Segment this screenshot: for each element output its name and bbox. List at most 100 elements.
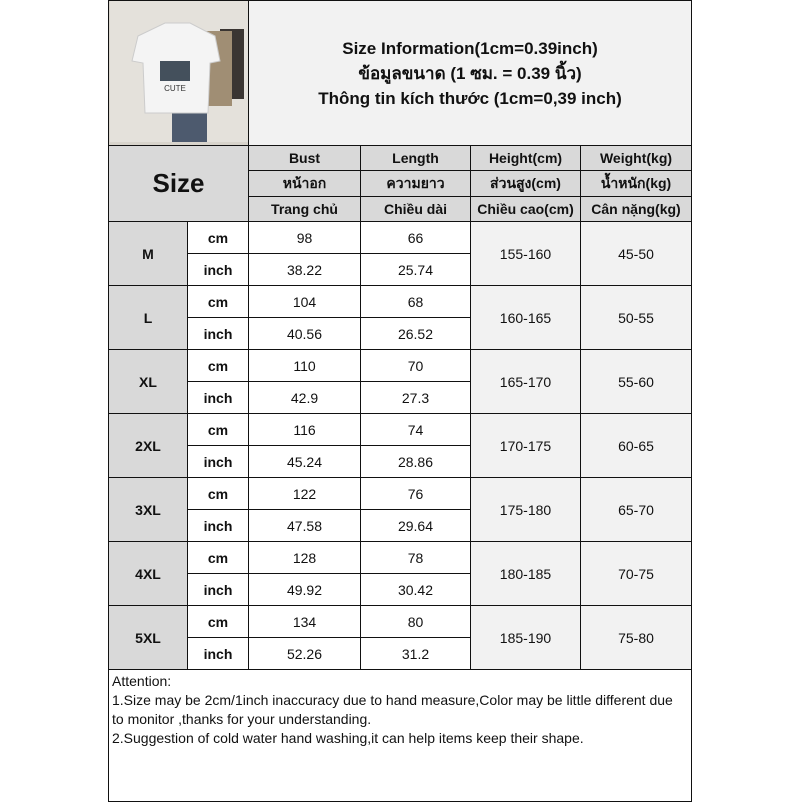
size-row-inch: inch 45.24 28.86 [109,445,692,478]
bust-cm: 134 [248,605,361,638]
length-cm: 78 [360,541,471,574]
attention-label: Attention: [112,673,172,689]
bust-inch: 42.9 [248,381,361,414]
unit-inch: inch [187,381,249,414]
unit-cm: cm [187,413,249,446]
height-range: 155-160 [470,221,581,286]
length-header: Length [360,145,471,171]
bust-header-vi: Trang chủ [248,196,361,222]
weight-range: 50-55 [579,285,693,350]
unit-inch: inch [187,253,249,286]
bust-header: Bust [248,145,361,171]
size-name: 3XL [108,477,188,542]
title-en: Size Information(1cm=0.39inch) [342,38,598,58]
bust-inch: 52.26 [248,637,361,670]
unit-inch: inch [187,637,249,670]
size-row-inch: inch 38.22 25.74 [109,253,692,286]
size-row-inch: inch 47.58 29.64 [109,509,692,542]
size-name: XL [108,349,188,414]
size-info-title: Size Information(1cm=0.39inch) ข้อมูลขนา… [247,0,693,146]
length-inch: 28.86 [360,445,471,478]
height-range: 160-165 [470,285,581,350]
svg-text:CUTE: CUTE [164,84,186,93]
unit-cm: cm [187,221,249,254]
bust-inch: 45.24 [248,445,361,478]
weight-range: 60-65 [579,413,693,478]
unit-cm: cm [187,605,249,638]
size-row: XL cm 110 70 165-170 55-60 [108,349,693,414]
bust-cm: 122 [248,477,361,510]
length-header-vi: Chiều dài [360,196,471,222]
size-header: Size [108,145,249,222]
bust-cm: 110 [248,349,361,382]
attention-notes: Attention: 1.Size may be 2cm/1inch inacc… [107,669,693,802]
bust-cm: 98 [248,221,361,254]
attention-note-1: 1.Size may be 2cm/1inch inaccuracy due t… [112,692,673,727]
length-cm: 66 [360,221,471,254]
height-range: 175-180 [470,477,581,542]
bust-cm: 128 [248,541,361,574]
size-row: 5XL cm 134 80 185-190 75-80 [108,605,693,670]
bust-cm: 116 [248,413,361,446]
weight-header: Weight(kg) [579,145,693,171]
size-row-inch: inch 52.26 31.2 [109,637,692,670]
height-header-th: ส่วนสูง(cm) [470,170,581,197]
tshirt-image: CUTE [109,1,248,142]
height-range: 180-185 [470,541,581,606]
size-name: 4XL [108,541,188,606]
weight-range: 75-80 [579,605,693,670]
unit-cm: cm [187,477,249,510]
title-vi: Thông tin kích thước (1cm=0,39 inch) [318,88,622,108]
attention-note-2: 2.Suggestion of cold water hand washing,… [112,730,584,746]
unit-inch: inch [187,445,249,478]
size-row: 3XL cm 122 76 175-180 65-70 [108,477,693,542]
unit-cm: cm [187,349,249,382]
product-photo: CUTE [108,0,249,146]
size-name: L [108,285,188,350]
weight-range: 70-75 [579,541,693,606]
title-th: ข้อมูลขนาด (1 ซม. = 0.39 นิ้ว) [358,63,582,83]
length-inch: 30.42 [360,573,471,606]
length-cm: 74 [360,413,471,446]
size-name: 2XL [108,413,188,478]
size-row-inch: inch 42.9 27.3 [109,381,692,414]
size-chart-table: CUTE Size Information(1cm=0.39inch) ข้อม… [107,0,693,802]
height-header: Height(cm) [470,145,581,171]
unit-cm: cm [187,541,249,574]
length-cm: 68 [360,285,471,318]
size-row: 4XL cm 128 78 180-185 70-75 [108,541,693,606]
weight-range: 55-60 [579,349,693,414]
size-name: 5XL [108,605,188,670]
length-inch: 25.74 [360,253,471,286]
bust-inch: 49.92 [248,573,361,606]
unit-inch: inch [187,509,249,542]
length-cm: 70 [360,349,471,382]
weight-header-th: น้ำหนัก(kg) [579,170,693,197]
unit-inch: inch [187,317,249,350]
bust-cm: 104 [248,285,361,318]
size-row: 2XL cm 116 74 170-175 60-65 [108,413,693,478]
length-header-th: ความยาว [360,170,471,197]
weight-range: 65-70 [579,477,693,542]
height-header-vi: Chiều cao(cm) [470,196,581,222]
bust-inch: 38.22 [248,253,361,286]
size-name: M [108,221,188,286]
bust-inch: 47.58 [248,509,361,542]
height-range: 165-170 [470,349,581,414]
weight-range: 45-50 [579,221,693,286]
bust-header-th: หน้าอก [248,170,361,197]
unit-inch: inch [187,573,249,606]
length-inch: 29.64 [360,509,471,542]
weight-header-vi: Cân nặng(kg) [579,196,693,222]
size-row: L cm 104 68 160-165 50-55 [108,285,693,350]
length-inch: 27.3 [360,381,471,414]
size-row-inch: inch 40.56 26.52 [109,317,692,350]
length-cm: 76 [360,477,471,510]
length-cm: 80 [360,605,471,638]
size-row: M cm 98 66 155-160 45-50 [108,221,693,286]
height-range: 185-190 [470,605,581,670]
unit-cm: cm [187,285,249,318]
height-range: 170-175 [470,413,581,478]
size-row-inch: inch 49.92 30.42 [109,573,692,606]
length-inch: 26.52 [360,317,471,350]
